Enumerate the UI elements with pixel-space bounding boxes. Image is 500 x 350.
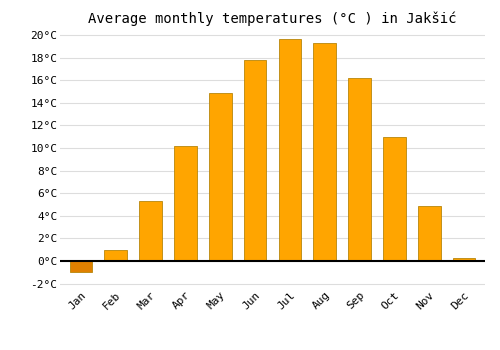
Bar	[104, 250, 127, 261]
Bar	[453, 258, 475, 261]
Title: Average monthly temperatures (°C ) in Jakšić: Average monthly temperatures (°C ) in Ja…	[88, 12, 457, 26]
Bar	[244, 60, 266, 261]
Bar	[314, 43, 336, 261]
Bar	[174, 146, 197, 261]
Bar	[348, 78, 371, 261]
Bar	[70, 261, 92, 272]
Bar	[209, 92, 232, 261]
Bar	[418, 205, 440, 261]
Bar	[278, 40, 301, 261]
Bar	[383, 136, 406, 261]
Bar	[140, 201, 162, 261]
